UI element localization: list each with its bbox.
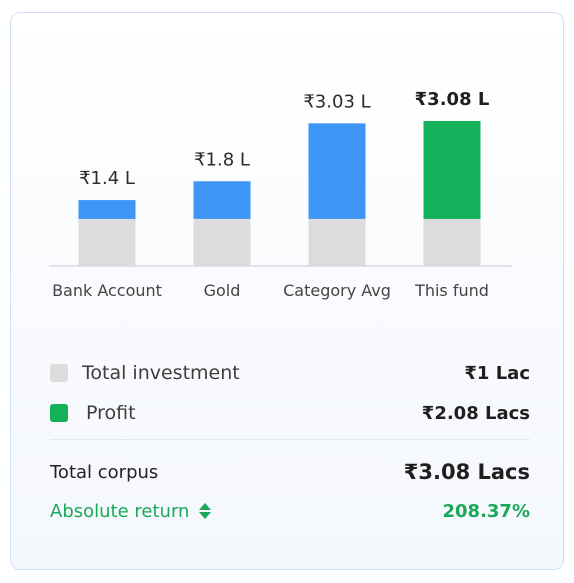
- category-label: Bank Account: [52, 281, 162, 300]
- total-corpus-row: Total corpus ₹3.08 Lacs: [50, 456, 530, 488]
- bar-value-label: ₹3.08 L: [415, 89, 490, 110]
- profit-swatch: [50, 404, 68, 422]
- category-label: Gold: [204, 281, 241, 300]
- bar-value-label: ₹3.03 L: [303, 91, 370, 112]
- legend-label-investment: Total investment: [82, 362, 240, 384]
- absolute-return-toggle[interactable]: Absolute return: [50, 500, 190, 522]
- legend-value-investment: ₹1 Lac: [464, 362, 530, 384]
- returns-comparison-card: ₹1.4 L Bank Account ₹1.8 L Gold ₹3.03 L Categ…: [10, 12, 564, 570]
- legend-value-profit: ₹2.08 Lacs: [421, 402, 530, 424]
- bar-profit: [78, 200, 136, 219]
- legend-label-profit: Profit: [86, 402, 136, 424]
- category-label: This fund: [414, 281, 489, 300]
- absolute-return-value: 208.37%: [442, 500, 531, 522]
- summary-divider: [50, 439, 530, 440]
- bar-value-label: ₹1.4 L: [79, 168, 135, 189]
- bar-profit: [423, 121, 481, 219]
- bar-investment: [423, 218, 481, 266]
- category-label: Category Avg: [283, 281, 391, 300]
- legend-row-investment: Total investment ₹1 Lac: [50, 358, 530, 388]
- bar-profit: [308, 123, 366, 219]
- investment-swatch: [50, 364, 68, 382]
- bar-investment: [78, 218, 136, 266]
- legend-row-profit: Profit ₹2.08 Lacs: [50, 398, 530, 428]
- absolute-return-row: Absolute return 208.37%: [50, 496, 530, 526]
- bar-investment: [308, 218, 366, 266]
- bar-profit: [193, 181, 251, 219]
- sort-updown-icon[interactable]: [198, 501, 212, 521]
- total-corpus-value: ₹3.08 Lacs: [403, 460, 530, 484]
- bar-value-label: ₹1.8 L: [194, 149, 250, 170]
- bar-investment: [193, 218, 251, 266]
- returns-bar-chart: ₹1.4 L Bank Account ₹1.8 L Gold ₹3.03 L Categ…: [49, 89, 512, 300]
- total-corpus-label: Total corpus: [50, 461, 159, 483]
